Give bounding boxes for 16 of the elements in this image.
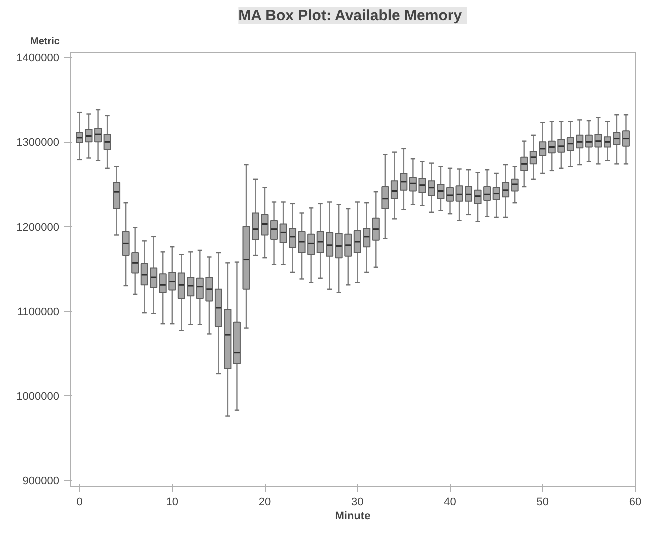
x-tick-label: 20: [258, 496, 272, 508]
chart-title: MA Box Plot: Available Memory: [238, 8, 463, 24]
x-axis-title: Minute: [335, 510, 371, 522]
y-tick-label: 1300000: [16, 137, 60, 150]
y-tick-label: 1200000: [16, 222, 60, 234]
y-tick-label: 1100000: [17, 306, 60, 318]
x-tick-label: 10: [166, 496, 179, 508]
x-tick-label: 40: [444, 496, 456, 508]
x-tick-label: 50: [536, 496, 550, 508]
y-axis-title: Metric: [30, 36, 60, 48]
y-tick-label: 1400000: [16, 52, 60, 65]
x-tick-label: 60: [629, 496, 642, 508]
y-tick-label: 1000000: [16, 390, 60, 403]
x-tick-label: 30: [352, 496, 364, 508]
x-tick-label: 0: [76, 496, 83, 508]
y-tick-label: 900000: [22, 476, 60, 488]
